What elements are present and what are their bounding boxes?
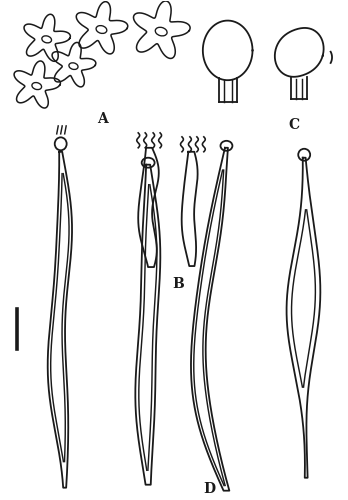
Text: D: D bbox=[204, 482, 216, 496]
Text: C: C bbox=[289, 118, 300, 132]
Text: B: B bbox=[172, 277, 184, 291]
Ellipse shape bbox=[298, 149, 310, 160]
Text: A: A bbox=[97, 112, 108, 126]
Ellipse shape bbox=[221, 141, 232, 151]
Ellipse shape bbox=[55, 138, 67, 150]
Ellipse shape bbox=[142, 158, 155, 168]
